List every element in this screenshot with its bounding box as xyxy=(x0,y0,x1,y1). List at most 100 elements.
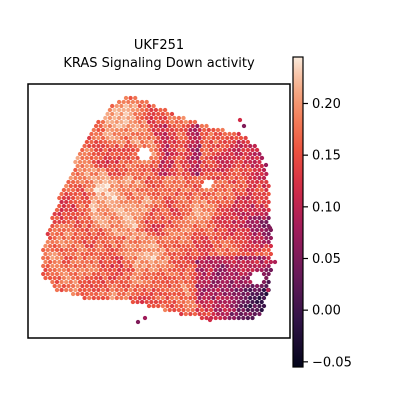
spot xyxy=(176,211,182,217)
spot xyxy=(218,243,223,249)
spot xyxy=(236,131,241,137)
spot xyxy=(87,135,92,141)
spot xyxy=(179,215,184,221)
spot xyxy=(211,295,216,301)
spot xyxy=(250,299,255,305)
spot xyxy=(107,179,113,185)
spot xyxy=(91,263,96,269)
spot xyxy=(197,207,202,213)
spot xyxy=(181,219,186,225)
spot xyxy=(183,183,188,189)
spot xyxy=(206,303,211,309)
spot xyxy=(114,111,119,117)
spot xyxy=(190,163,195,169)
spot xyxy=(222,155,228,161)
spot xyxy=(162,259,168,265)
spot xyxy=(218,219,223,225)
spot xyxy=(146,143,152,149)
spot xyxy=(103,131,108,137)
spot xyxy=(165,183,170,189)
spot xyxy=(225,311,230,317)
spot xyxy=(144,139,149,145)
spot xyxy=(236,195,241,201)
spot xyxy=(70,243,76,249)
spot xyxy=(213,283,218,289)
spot xyxy=(123,159,129,165)
spot xyxy=(153,267,159,273)
spot xyxy=(208,259,214,265)
spot xyxy=(105,255,110,261)
spot xyxy=(119,271,124,277)
spot xyxy=(80,163,85,169)
spot xyxy=(114,167,119,173)
spot xyxy=(264,219,269,225)
spot xyxy=(156,255,161,261)
spot xyxy=(137,207,142,213)
spot xyxy=(156,223,161,229)
spot xyxy=(215,263,221,269)
spot xyxy=(146,183,152,189)
spot xyxy=(89,251,94,257)
spot xyxy=(80,227,85,233)
spot xyxy=(77,239,83,245)
spot xyxy=(119,215,124,221)
spot xyxy=(234,215,239,221)
spot xyxy=(225,279,230,285)
spot xyxy=(105,159,110,165)
spot xyxy=(82,199,87,205)
spot xyxy=(215,311,221,317)
spot xyxy=(160,279,165,285)
spot xyxy=(96,135,101,141)
spot xyxy=(142,183,147,189)
spot xyxy=(238,263,244,269)
spot xyxy=(112,179,117,185)
spot xyxy=(231,211,237,217)
spot xyxy=(137,263,142,269)
spot xyxy=(172,251,177,257)
spot xyxy=(268,267,274,273)
spot xyxy=(93,187,99,193)
spot xyxy=(142,167,147,173)
spot xyxy=(190,275,195,281)
spot xyxy=(112,171,117,177)
spot xyxy=(169,247,175,253)
spot xyxy=(176,283,182,289)
spot xyxy=(245,235,251,241)
spot xyxy=(245,243,251,249)
spot xyxy=(98,131,103,137)
colorbar-tick-label: 0.00 xyxy=(312,304,341,319)
spot xyxy=(98,147,103,153)
spot xyxy=(215,135,221,141)
spot xyxy=(68,239,73,245)
spot xyxy=(128,183,133,189)
spot xyxy=(190,291,195,297)
spot xyxy=(218,267,223,273)
spot xyxy=(252,199,257,205)
spot xyxy=(96,295,101,301)
spot xyxy=(149,235,154,241)
spot xyxy=(89,227,94,233)
spot xyxy=(139,123,145,129)
spot xyxy=(84,179,90,185)
spot xyxy=(199,299,205,305)
spot xyxy=(89,291,94,297)
spot xyxy=(47,275,53,281)
spot xyxy=(144,251,149,257)
spot xyxy=(75,291,80,297)
spot xyxy=(89,139,94,145)
spot xyxy=(105,295,110,301)
spot xyxy=(215,207,221,213)
spot xyxy=(197,287,202,293)
spot xyxy=(66,195,71,201)
spot xyxy=(114,239,119,245)
spot xyxy=(160,255,165,261)
spot xyxy=(181,307,186,313)
spot xyxy=(160,199,165,205)
spot xyxy=(257,287,262,293)
spot xyxy=(105,239,110,245)
spot xyxy=(208,211,214,217)
spot xyxy=(268,235,274,241)
spot xyxy=(139,251,145,257)
spot xyxy=(98,187,103,193)
spot xyxy=(185,267,191,273)
